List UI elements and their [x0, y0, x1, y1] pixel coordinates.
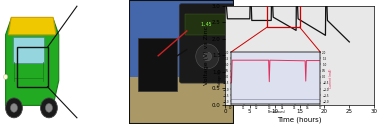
X-axis label: Time (hours): Time (hours) — [277, 116, 322, 123]
FancyBboxPatch shape — [179, 4, 234, 83]
Text: 1.45: 1.45 — [200, 22, 212, 27]
FancyBboxPatch shape — [129, 0, 234, 124]
Ellipse shape — [203, 52, 212, 61]
Ellipse shape — [3, 74, 8, 79]
Y-axis label: Current (mA): Current (mA) — [330, 68, 333, 88]
FancyBboxPatch shape — [129, 77, 234, 124]
Ellipse shape — [45, 104, 53, 112]
Polygon shape — [6, 19, 59, 105]
Ellipse shape — [11, 104, 17, 112]
Bar — [267, 3, 299, 27]
FancyBboxPatch shape — [138, 38, 177, 91]
Bar — [17, 47, 48, 87]
Polygon shape — [8, 17, 56, 35]
FancyBboxPatch shape — [184, 14, 227, 35]
Ellipse shape — [40, 98, 57, 118]
FancyBboxPatch shape — [13, 37, 44, 63]
Ellipse shape — [6, 98, 22, 118]
Ellipse shape — [196, 44, 219, 69]
Y-axis label: Voltage (V) vs Zinc: Voltage (V) vs Zinc — [204, 26, 209, 85]
